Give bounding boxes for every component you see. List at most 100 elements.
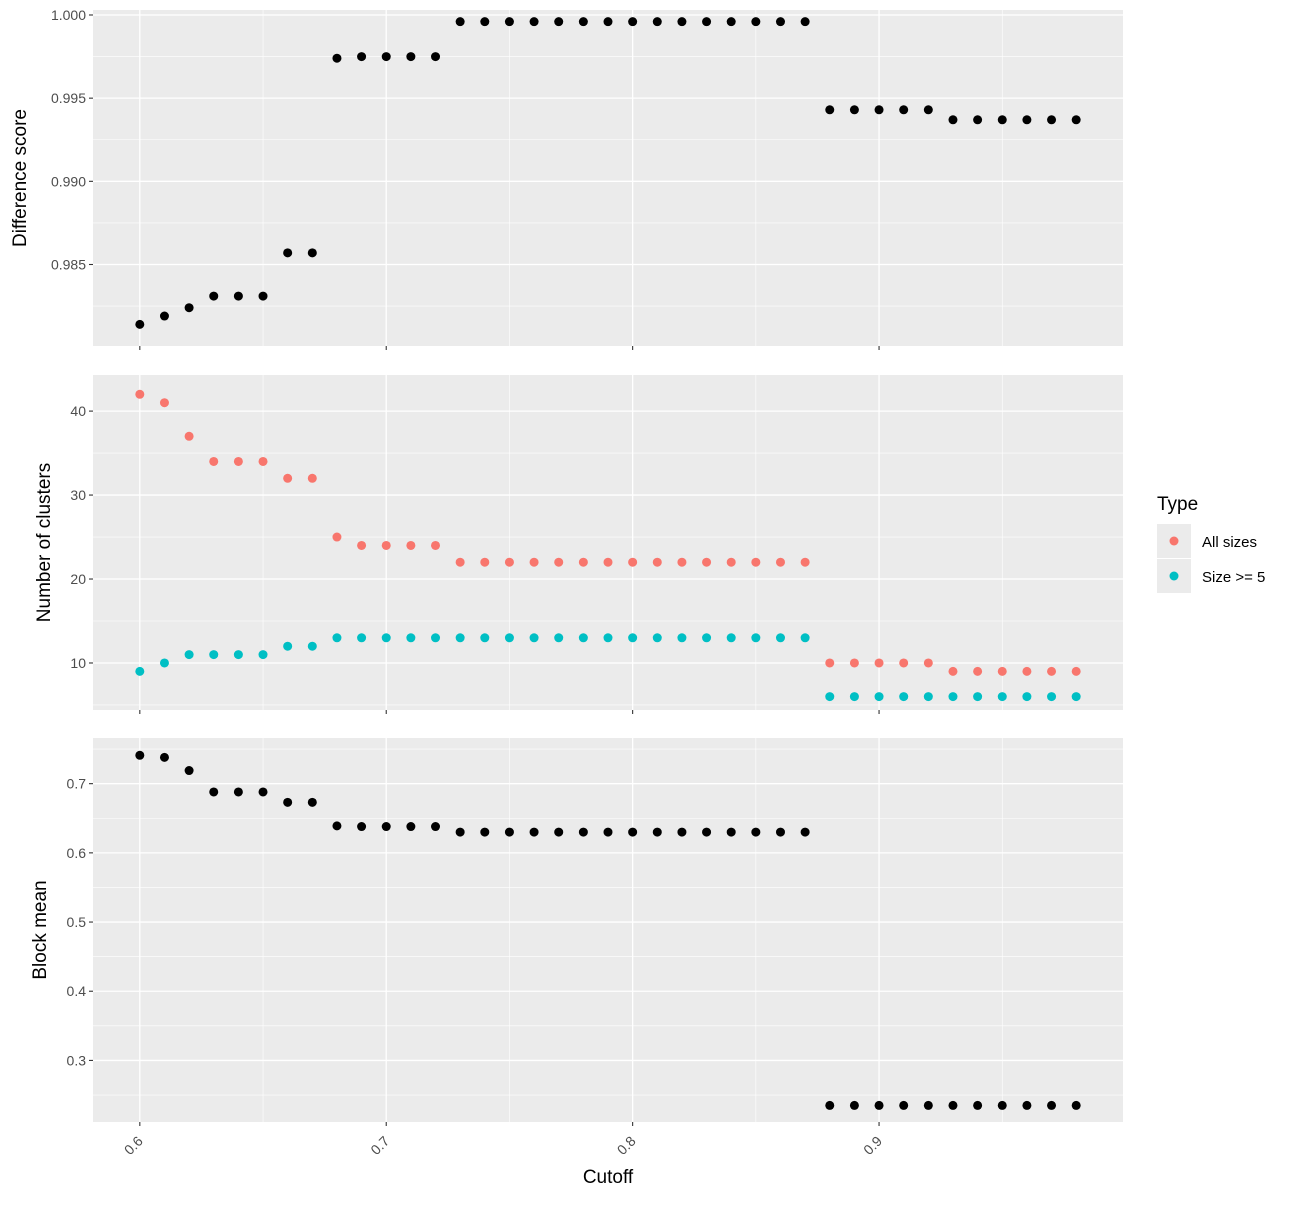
legend-label-size-ge-5: Size >= 5: [1202, 569, 1265, 586]
panel-blockmean: 0.3 0.4 0.5 0.6 0.7 Block mean 0.6 0.7 0.8 0.9 Cut…: [30, 738, 1123, 1188]
data-point: [381, 540, 391, 550]
y-tick-label: 0.985: [51, 256, 86, 272]
data-point: [726, 827, 736, 837]
data-point: [825, 692, 835, 702]
legend-key-size-ge-5: [1169, 571, 1179, 581]
data-point: [455, 633, 465, 643]
x-axis-title: Cutoff: [583, 1167, 634, 1188]
data-point: [307, 641, 317, 651]
data-point: [948, 666, 958, 676]
data-point: [357, 52, 367, 62]
data-point: [628, 827, 638, 837]
data-point: [923, 1100, 933, 1110]
data-point: [307, 248, 317, 258]
y-tick-label: 0.7: [67, 776, 87, 792]
data-point: [677, 557, 687, 567]
x-tick-label: 0.6: [121, 1133, 146, 1158]
data-point: [159, 658, 169, 668]
data-point: [677, 17, 687, 27]
data-point: [504, 633, 514, 643]
data-point: [899, 658, 909, 668]
legend-label-all-sizes: All sizes: [1202, 534, 1257, 551]
data-point: [233, 650, 243, 660]
data-point: [800, 633, 810, 643]
data-point: [899, 692, 909, 702]
data-point: [997, 692, 1007, 702]
x-tick-label: 0.7: [367, 1133, 392, 1158]
data-point: [431, 822, 441, 832]
data-point: [948, 115, 958, 125]
data-point: [702, 827, 712, 837]
data-point: [973, 115, 983, 125]
data-point: [1047, 115, 1057, 125]
data-point: [233, 456, 243, 466]
data-point: [578, 17, 588, 27]
data-point: [480, 17, 490, 27]
data-point: [258, 291, 268, 301]
data-point: [381, 52, 391, 62]
y-tick-label: 1.000: [51, 7, 86, 23]
data-point: [997, 1100, 1007, 1110]
legend-key-all-sizes: [1169, 536, 1179, 546]
data-point: [825, 658, 835, 668]
data-point: [775, 633, 785, 643]
data-point: [628, 633, 638, 643]
data-point: [677, 633, 687, 643]
y-tick-label: 40: [70, 403, 86, 419]
y-tick-label: 0.3: [67, 1052, 87, 1068]
data-point: [800, 557, 810, 567]
data-point: [357, 822, 367, 832]
x-tick-label: 0.8: [614, 1133, 639, 1158]
data-point: [874, 105, 884, 115]
data-point: [652, 17, 662, 27]
data-point: [652, 557, 662, 567]
legend: Type All sizes Size >= 5: [1157, 494, 1265, 593]
data-point: [775, 17, 785, 27]
data-point: [283, 473, 293, 483]
data-point: [825, 105, 835, 115]
data-point: [849, 105, 859, 115]
panel-difference: 0.985 0.990 0.995 1.000 Difference score: [10, 7, 1123, 350]
data-point: [1071, 692, 1081, 702]
data-point: [480, 633, 490, 643]
y-tick-label: 30: [70, 487, 86, 503]
data-point: [135, 319, 145, 329]
data-point: [849, 1100, 859, 1110]
data-point: [233, 787, 243, 797]
data-point: [1047, 692, 1057, 702]
data-point: [258, 456, 268, 466]
y-axis-title: Number of clusters: [34, 463, 55, 622]
data-point: [578, 827, 588, 837]
data-point: [159, 752, 169, 762]
data-point: [135, 389, 145, 399]
data-point: [578, 557, 588, 567]
data-point: [874, 692, 884, 702]
data-point: [135, 750, 145, 760]
data-point: [406, 822, 416, 832]
data-point: [406, 52, 416, 62]
data-point: [159, 311, 169, 321]
data-point: [628, 17, 638, 27]
data-point: [775, 827, 785, 837]
y-tick-label: 0.995: [51, 90, 86, 106]
data-point: [455, 827, 465, 837]
data-point: [381, 822, 391, 832]
data-point: [948, 1100, 958, 1110]
data-point: [184, 650, 194, 660]
data-point: [751, 633, 761, 643]
data-point: [357, 540, 367, 550]
data-point: [455, 557, 465, 567]
data-point: [1022, 692, 1032, 702]
data-point: [997, 115, 1007, 125]
y-tick-label: 0.6: [67, 845, 87, 861]
y-axis-title: Difference score: [10, 109, 31, 247]
data-point: [554, 633, 564, 643]
y-axis-title: Block mean: [30, 880, 51, 979]
data-point: [1071, 1100, 1081, 1110]
data-point: [184, 431, 194, 441]
data-point: [726, 557, 736, 567]
data-point: [529, 17, 539, 27]
data-point: [406, 540, 416, 550]
